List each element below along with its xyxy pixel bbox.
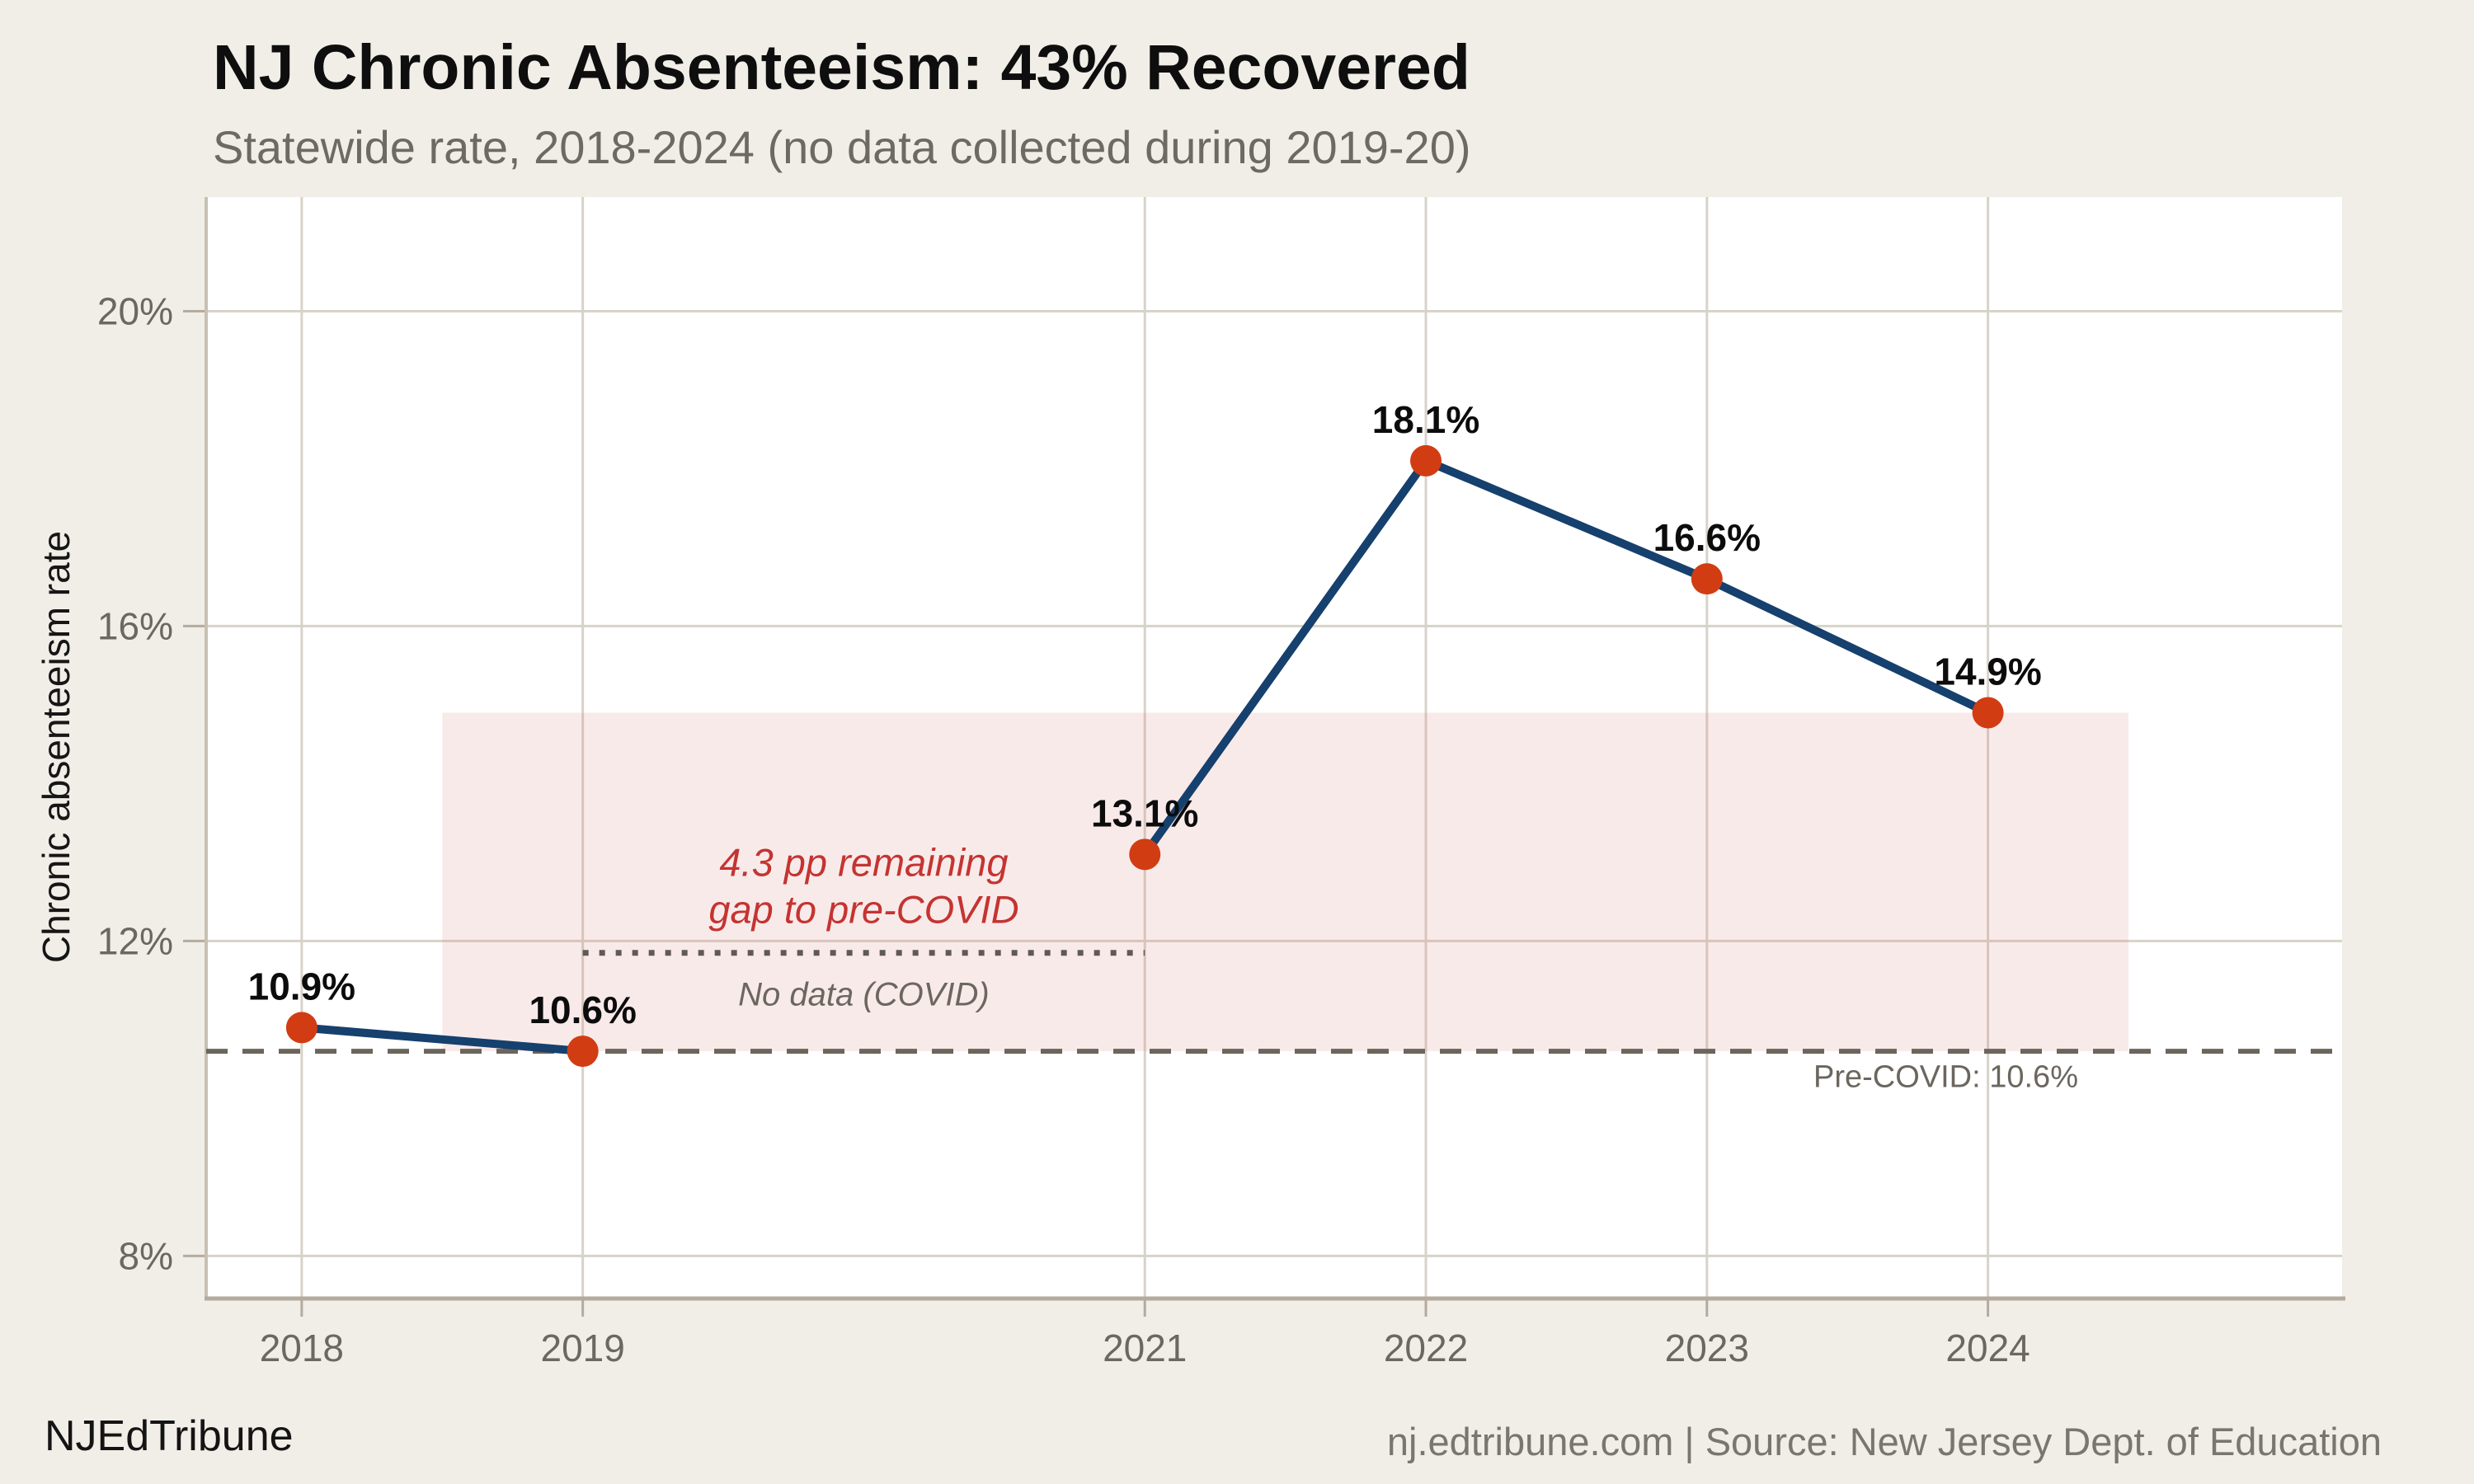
chart-title: NJ Chronic Absenteeism: 43% Recovered	[213, 32, 1470, 103]
trend-line-segment	[297, 1023, 587, 1056]
no-data-annotation: No data (COVID)	[738, 976, 990, 1012]
x-tick-label: 2019	[540, 1327, 624, 1369]
data-point	[1972, 697, 2004, 729]
data-point-label: 14.9%	[1934, 650, 2041, 693]
x-tick-label: 2022	[1384, 1327, 1468, 1369]
y-tick-label: 12%	[97, 919, 173, 962]
y-tick-label: 20%	[97, 289, 173, 332]
x-tick-label: 2023	[1665, 1327, 1749, 1369]
data-point-label: 18.1%	[1372, 398, 1479, 441]
gap-annotation-line: gap to pre-COVID	[708, 888, 1018, 932]
data-point	[1129, 838, 1161, 871]
gap-annotation-line: 4.3 pp remaining	[719, 840, 1008, 884]
recovery-gap-band	[442, 712, 2128, 1052]
y-axis-title: Chronic absenteeism rate	[35, 531, 78, 963]
x-tick-label: 2018	[260, 1327, 344, 1369]
data-point-label: 13.1%	[1091, 791, 1198, 834]
chart-subtitle: Statewide rate, 2018-2024 (no data colle…	[213, 121, 1471, 173]
data-point	[285, 1012, 317, 1044]
pre-covid-label: Pre-COVID: 10.6%	[1813, 1060, 2078, 1095]
plot-background	[206, 197, 2342, 1297]
trend-line-segment	[1141, 456, 1992, 859]
data-point	[1410, 444, 1442, 477]
data-point	[1691, 563, 1723, 595]
data-point-label: 16.6%	[1653, 516, 1761, 559]
y-tick-label: 16%	[97, 604, 173, 647]
data-point-label: 10.9%	[248, 965, 355, 1007]
data-point-label: 10.6%	[529, 989, 636, 1031]
data-point	[567, 1036, 599, 1068]
y-tick-label: 8%	[119, 1234, 173, 1277]
x-tick-label: 2021	[1103, 1327, 1187, 1369]
x-tick-label: 2024	[1945, 1327, 2030, 1369]
brand-logo-text: NJEdTribune	[45, 1412, 294, 1460]
source-attribution: nj.edtribune.com | Source: New Jersey De…	[1386, 1420, 2382, 1463]
